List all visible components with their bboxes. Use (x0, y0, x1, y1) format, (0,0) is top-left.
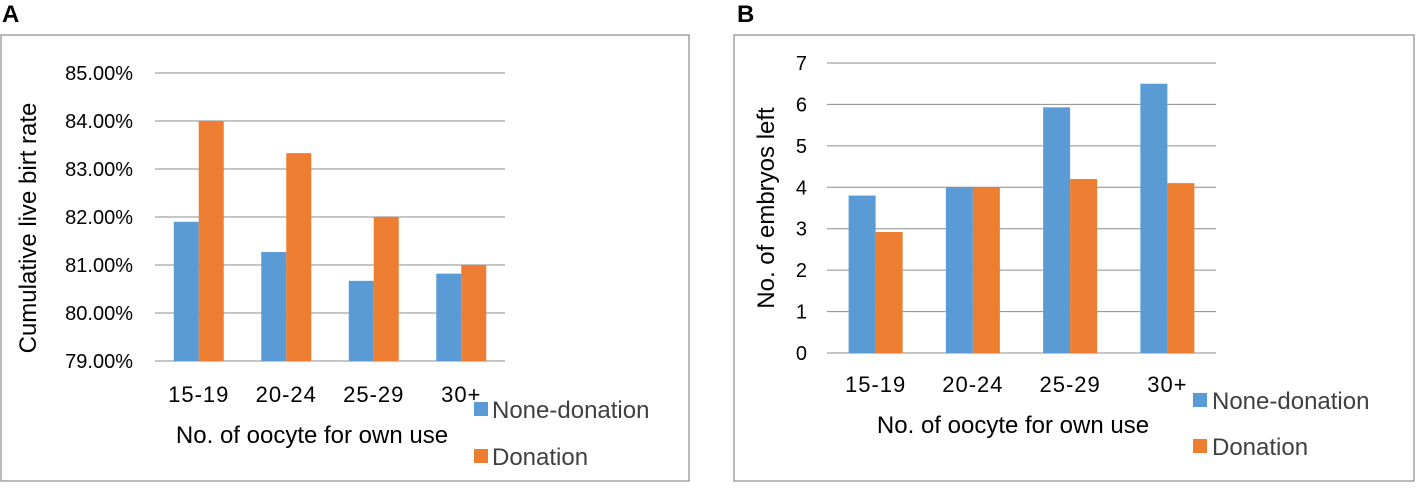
bar-none-donation-15-19 (173, 221, 199, 361)
y-axis-title-a: Cumulative live birt rate (15, 103, 42, 354)
panel-b: B 0 1 2 3 4 5 6 7 15-19 20-24 25-29 30+ No. of emb… (733, 1, 1415, 482)
bar-none-donation-30plus (1140, 83, 1168, 353)
category-labels-a: 15-19 20-24 25-29 30+ (168, 382, 481, 407)
x-axis-title-a: No. of oocyte for own use (176, 422, 448, 449)
bar-donation-15-19 (198, 121, 224, 361)
legend-b: None-donation Donation (1193, 388, 1369, 461)
legend-swatch-donation-b (1193, 439, 1207, 453)
y-tick-label: 7 (796, 53, 807, 75)
bar-none-donation-25-29 (348, 280, 374, 361)
category-labels-b: 15-19 20-24 25-29 30+ (845, 372, 1187, 397)
panel-label-b: B (737, 1, 754, 28)
bars-b (848, 83, 1195, 353)
y-tick-labels-a: 79.00% 80.00% 81.00% 82.00% 83.00% 84.00% 85.0… (65, 63, 133, 373)
bar-none-donation-20-24 (945, 187, 973, 353)
bar-none-donation-30plus (436, 273, 462, 361)
y-tick-label: 0 (796, 343, 807, 365)
bar-donation-30plus (1167, 183, 1195, 353)
y-axis-title-b: No. of embryos left (753, 107, 780, 309)
y-tick-label: 81.00% (65, 255, 133, 277)
legend-swatch-none-donation-a (474, 402, 488, 416)
legend-swatch-donation-a (474, 449, 488, 463)
bar-donation-15-19 (875, 232, 903, 353)
bar-donation-30plus (461, 265, 487, 361)
y-tick-label: 83.00% (65, 159, 133, 181)
y-tick-label: 4 (796, 177, 807, 199)
legend-label-none-donation-b: None-donation (1212, 388, 1369, 415)
bar-none-donation-15-19 (848, 195, 876, 353)
y-tick-label: 1 (796, 302, 807, 324)
x-axis-title-b: No. of oocyte for own use (877, 412, 1149, 439)
category-label: 20-24 (256, 382, 317, 407)
category-label: 15-19 (168, 382, 229, 407)
panel-a: A 79.00% 80.00% 81.00% 82.00% 83.00% 84.00% 85… (0, 1, 690, 482)
y-tick-label: 5 (796, 136, 807, 158)
bar-donation-25-29 (373, 217, 399, 361)
category-label: 25-29 (1039, 372, 1100, 397)
panel-label-a: A (2, 1, 19, 28)
y-tick-label: 80.00% (65, 303, 133, 325)
legend-label-donation-a: Donation (492, 444, 588, 471)
y-tick-label: 79.00% (65, 351, 133, 373)
bar-none-donation-20-24 (261, 252, 287, 361)
y-tick-label: 84.00% (65, 111, 133, 133)
bar-none-donation-25-29 (1043, 107, 1071, 353)
category-label: 30+ (1147, 372, 1187, 397)
y-tick-label: 82.00% (65, 207, 133, 229)
chart-frame-a (0, 34, 690, 482)
y-tick-label: 2 (796, 260, 807, 282)
category-label: 15-19 (845, 372, 906, 397)
bars-a (173, 121, 487, 361)
y-tick-label: 6 (796, 94, 807, 116)
legend-label-none-donation-a: None-donation (492, 397, 649, 424)
legend-label-donation-b: Donation (1212, 434, 1308, 461)
bar-donation-25-29 (1070, 179, 1098, 353)
legend-swatch-none-donation-b (1193, 393, 1207, 407)
y-tick-labels-b: 0 1 2 3 4 5 6 7 (796, 53, 807, 365)
y-tick-label: 3 (796, 219, 807, 241)
legend-a: None-donation Donation (474, 397, 649, 471)
y-tick-label: 85.00% (65, 63, 133, 85)
category-label: 20-24 (942, 372, 1003, 397)
category-label: 30+ (441, 382, 481, 407)
category-label: 25-29 (343, 382, 404, 407)
bar-donation-20-24 (286, 153, 312, 361)
bar-donation-20-24 (972, 187, 1000, 353)
